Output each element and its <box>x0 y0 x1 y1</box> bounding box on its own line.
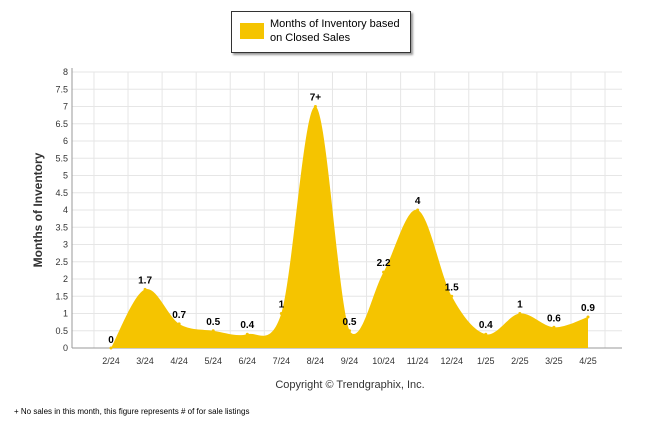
copyright-text: Copyright © Trendgraphix, Inc. <box>275 379 424 391</box>
y-tick-label: 7.5 <box>55 84 68 94</box>
y-tick-label: 1 <box>63 309 68 319</box>
y-tick-label: 1.5 <box>55 291 68 301</box>
data-point-2-25 <box>518 312 522 315</box>
x-tick-label: 7/24 <box>273 356 291 366</box>
y-tick-label: 6.5 <box>55 119 68 129</box>
x-axis-ticks: 2/24 3/24 4/24 5/24 6/24 7/24 8/24 9/24 10/24 11/… <box>102 356 597 366</box>
y-tick-label: 0 <box>63 343 68 353</box>
x-tick-label: 12/24 <box>440 356 463 366</box>
data-label: 1.7 <box>138 275 152 286</box>
data-label: 4 <box>415 196 421 207</box>
data-label: 0.4 <box>479 320 493 331</box>
y-tick-label: 5 <box>63 171 68 181</box>
data-point-11-24 <box>416 208 420 212</box>
y-axis-ticks: 0 0.5 1 1.5 2 2.5 3 3.5 4 4.5 5 5.5 6 6.5 7 7.5 8 <box>55 67 68 353</box>
inventory-area <box>111 106 588 348</box>
x-tick-label: 1/25 <box>477 356 495 366</box>
chart-legend: Months of Inventory based on Closed Sale… <box>231 11 411 53</box>
x-tick-label: 11/24 <box>407 356 429 366</box>
x-tick-label: 6/24 <box>239 356 257 366</box>
y-tick-label: 6 <box>63 136 68 146</box>
data-point-10-24 <box>382 270 386 274</box>
data-point-1-25 <box>484 332 488 336</box>
data-point-5-24 <box>211 329 215 333</box>
y-tick-label: 8 <box>63 67 68 77</box>
data-label: 2.2 <box>377 258 391 269</box>
data-point-3-25 <box>552 325 556 329</box>
y-tick-label: 7 <box>63 102 68 112</box>
data-point-6-24 <box>245 332 249 336</box>
x-tick-label: 5/24 <box>204 356 222 366</box>
data-point-12-24 <box>450 294 454 298</box>
data-labels: 0 1.7 0.7 0.5 0.4 1 7+ 0.5 2.2 4 1.5 0.4 1 0.6 0.9 <box>108 93 595 347</box>
x-tick-label: 9/24 <box>341 356 359 366</box>
data-point-9-24 <box>348 329 351 333</box>
x-tick-label: 4/24 <box>170 356 188 366</box>
area-layer <box>109 105 590 350</box>
footnote: + No sales in this month, this figure re… <box>14 407 250 416</box>
y-tick-label: 3 <box>63 240 68 250</box>
x-tick-label: 3/24 <box>136 356 154 366</box>
y-axis-label: Months of Inventory <box>31 152 45 267</box>
data-label: 0.4 <box>240 320 254 331</box>
y-tick-label: 3.5 <box>55 222 68 232</box>
y-tick-label: 4.5 <box>55 188 68 198</box>
x-tick-label: 8/24 <box>307 356 325 366</box>
data-label: 0.5 <box>343 317 357 328</box>
x-tick-label: 3/25 <box>545 356 563 366</box>
data-point-8-24 <box>313 105 317 108</box>
data-point-4-25 <box>586 315 590 319</box>
data-label: 0 <box>108 335 114 346</box>
data-label: 0.6 <box>547 313 561 324</box>
data-label: 1 <box>279 300 285 311</box>
x-tick-label: 10/24 <box>372 356 395 366</box>
y-tick-label: 4 <box>63 205 68 215</box>
data-label: 0.7 <box>172 310 186 321</box>
y-tick-label: 5.5 <box>55 153 68 163</box>
y-tick-label: 0.5 <box>55 326 68 336</box>
y-tick-label: 2.5 <box>55 257 68 267</box>
data-point-4-24 <box>177 322 181 326</box>
y-tick-label: 2 <box>63 274 68 284</box>
data-label: 1.5 <box>445 282 459 293</box>
data-point-2-24 <box>109 346 113 350</box>
data-label: 1 <box>517 300 523 311</box>
x-tick-label: 2/24 <box>102 356 120 366</box>
data-point-7-24 <box>279 312 283 315</box>
x-tick-label: 2/25 <box>511 356 529 366</box>
x-tick-label: 4/25 <box>579 356 597 366</box>
data-point-3-24 <box>143 287 147 291</box>
legend-swatch <box>240 23 264 39</box>
data-label: 7+ <box>310 93 322 104</box>
data-label: 0.5 <box>206 317 220 328</box>
legend-label: Months of Inventory based on Closed Sale… <box>270 18 400 44</box>
data-label: 0.9 <box>581 303 595 314</box>
